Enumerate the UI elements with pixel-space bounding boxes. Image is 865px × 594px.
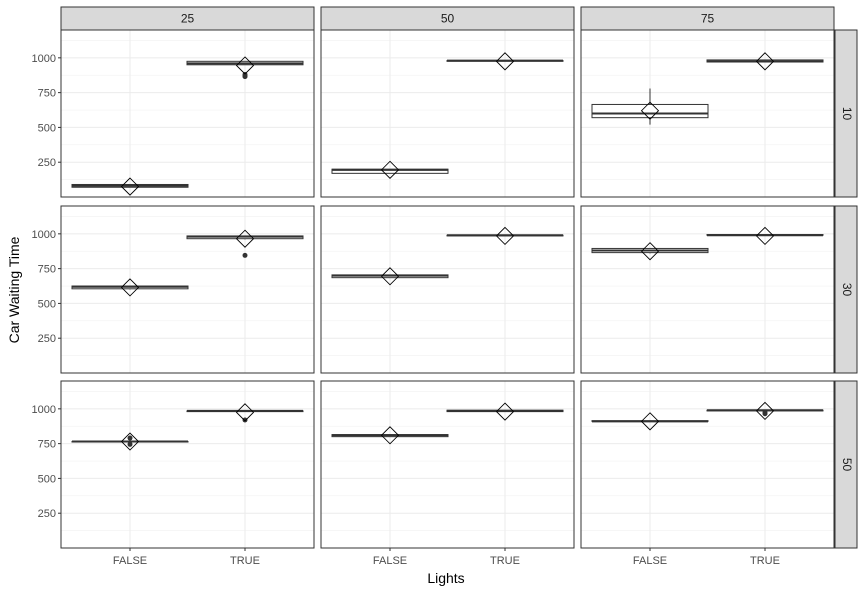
y-tick-label: 500 [38, 122, 56, 134]
box-iqr [591, 103, 709, 119]
x-tick-label: TRUE [750, 555, 780, 567]
y-tick-label: 1000 [32, 53, 56, 65]
box-true [446, 52, 564, 71]
box-true [186, 403, 304, 423]
column-strip-label: 50 [441, 12, 455, 26]
column-strip [320, 6, 575, 31]
y-tick-label: 250 [38, 157, 56, 169]
mean-diamond-marker [120, 177, 140, 196]
box-true [706, 52, 824, 71]
facet-panel [580, 29, 835, 198]
y-tick-label: 250 [38, 333, 56, 345]
panel-border [60, 29, 315, 198]
mean-diamond-marker [235, 56, 255, 75]
column-strip-label: 25 [181, 12, 195, 26]
box-false [71, 278, 189, 297]
mean-diamond-marker [640, 412, 660, 431]
row-strip-label: 10 [840, 107, 854, 121]
box-true [186, 56, 304, 80]
panel-border [320, 380, 575, 549]
facet-panel [320, 380, 575, 549]
strips-layer: 25 50 75 10 30 50 [60, 6, 858, 549]
facet-panel [320, 205, 575, 374]
y-tick-label: 750 [38, 439, 56, 451]
box-true [706, 401, 824, 421]
mean-diamond-marker [120, 278, 140, 297]
box-false [591, 88, 709, 125]
facet-panel [580, 380, 835, 549]
y-tick-label: 1000 [32, 404, 56, 416]
facet-panel [60, 380, 315, 549]
mean-diamond-marker [380, 426, 400, 445]
row-strip [834, 205, 858, 374]
column-strip-label: 75 [701, 12, 715, 26]
mean-diamond-marker [380, 160, 400, 179]
panel-border [320, 205, 575, 374]
mean-diamond-marker [755, 52, 775, 71]
x-axis-title: Lights [427, 570, 464, 586]
y-tick-label: 500 [38, 298, 56, 310]
box-true [186, 229, 304, 258]
mean-diamond-marker [640, 101, 660, 120]
box-true [706, 226, 824, 246]
mean-diamond-marker [235, 229, 255, 248]
facet-panel [320, 29, 575, 198]
row-strip-label: 30 [840, 283, 854, 297]
box-false [591, 412, 709, 431]
mean-diamond-marker [755, 226, 775, 246]
panel-border [580, 205, 835, 374]
row-strip-label: 50 [840, 458, 854, 472]
column-strip [580, 6, 835, 31]
y-tick-label: 500 [38, 473, 56, 485]
panel-border [580, 380, 835, 549]
panels-layer [60, 29, 835, 549]
panel-border [60, 380, 315, 549]
box-false [331, 160, 449, 179]
mean-diamond-marker [495, 226, 515, 246]
box-true [446, 402, 564, 421]
y-tick-label: 1000 [32, 229, 56, 241]
box-false [331, 267, 449, 286]
mean-diamond-marker [380, 267, 400, 286]
mean-diamond-marker [640, 242, 660, 261]
outlier-point [127, 441, 133, 447]
axes-layer: 250 500 750 1000 250 500 750 1000 250 500 750 1000 F… [32, 53, 780, 567]
mean-diamond-marker [235, 403, 255, 422]
y-axis-title: Car Waiting Time [6, 236, 22, 343]
box-false [71, 177, 189, 196]
facet-panel [580, 205, 835, 374]
x-tick-label: TRUE [490, 555, 520, 567]
outlier-point [242, 417, 248, 423]
box-false [71, 432, 189, 451]
y-tick-label: 250 [38, 508, 56, 520]
panel-border [60, 205, 315, 374]
facet-panel [60, 205, 315, 374]
column-strip [60, 6, 315, 31]
box-false [591, 242, 709, 261]
outlier-point [762, 409, 768, 415]
outlier-point [127, 435, 133, 441]
x-tick-label: TRUE [230, 555, 260, 567]
mean-diamond-marker [495, 52, 515, 71]
y-tick-label: 750 [38, 264, 56, 276]
x-tick-label: FALSE [113, 555, 147, 567]
outlier-point [242, 252, 248, 258]
mean-diamond-marker [120, 432, 140, 451]
row-strip [834, 380, 858, 549]
y-tick-label: 750 [38, 88, 56, 100]
x-tick-label: FALSE [633, 555, 667, 567]
mean-diamond-marker [755, 401, 775, 421]
box-true [446, 226, 564, 246]
facet-panel [60, 29, 315, 198]
mean-diamond-marker [495, 402, 515, 421]
row-strip [834, 29, 858, 198]
box-false [331, 426, 449, 445]
x-tick-label: FALSE [373, 555, 407, 567]
